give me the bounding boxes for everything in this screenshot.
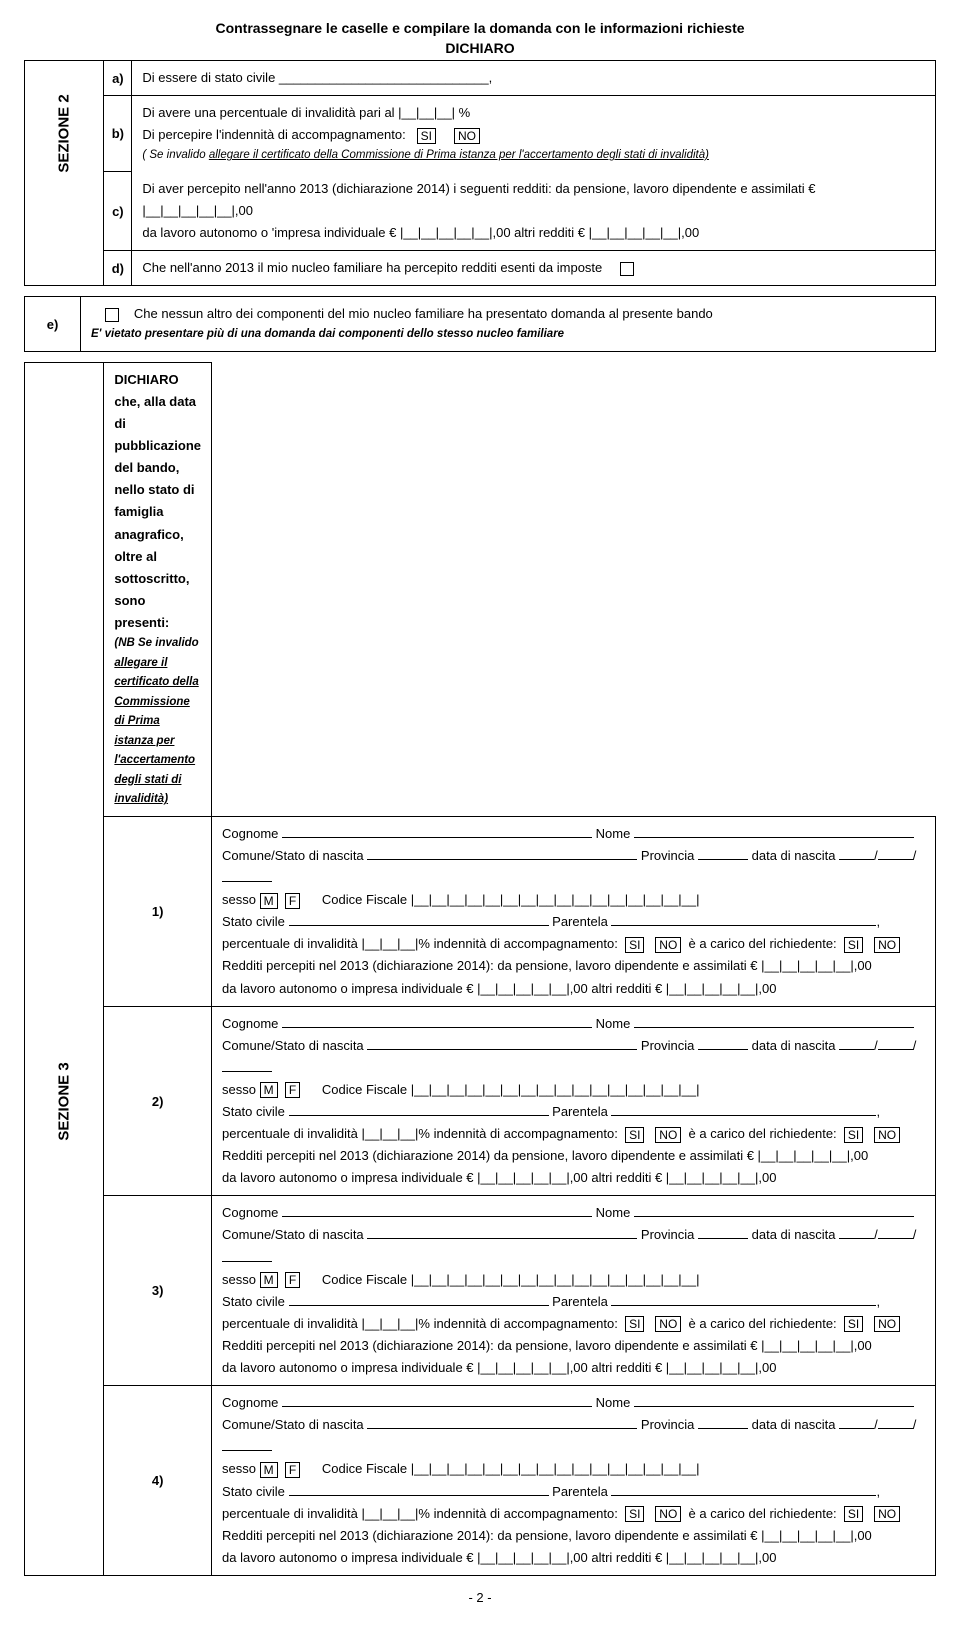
- m1-car-si[interactable]: SI: [844, 937, 863, 953]
- section-2-label: SEZIONE 2: [25, 96, 104, 172]
- member-4-content: Cognome Nome Comune/Stato di nascita Pro…: [212, 1386, 936, 1576]
- b-no-box[interactable]: NO: [454, 128, 480, 144]
- m4-car-si[interactable]: SI: [844, 1506, 863, 1522]
- m2-f[interactable]: F: [285, 1082, 300, 1098]
- section-3-table: DICHIARO che, alla data di pubblicazione…: [24, 362, 936, 1576]
- row-e-letter: e): [25, 297, 81, 352]
- m2-car-no[interactable]: NO: [874, 1127, 900, 1143]
- m2-car-si[interactable]: SI: [844, 1127, 863, 1143]
- d-checkbox[interactable]: [620, 262, 634, 276]
- m2-m[interactable]: M: [260, 1082, 278, 1098]
- m1-acc-no[interactable]: NO: [655, 937, 681, 953]
- row-c-letter: c): [104, 172, 132, 251]
- row-d-letter: d): [104, 251, 132, 286]
- section-3-label-pad1: [25, 362, 104, 816]
- page-number: - 2 -: [24, 1590, 936, 1605]
- section-e-table: e) Che nessun altro dei componenti del m…: [24, 296, 936, 352]
- e-checkbox[interactable]: [105, 308, 119, 322]
- header-declare: DICHIARO: [24, 40, 936, 56]
- section-2-label-mid: [25, 172, 104, 251]
- m3-acc-no[interactable]: NO: [655, 1316, 681, 1332]
- row-c-content: Di aver percepito nell'anno 2013 (dichia…: [132, 172, 936, 251]
- section-3-label-pad4: [25, 1386, 104, 1576]
- member-4-num: 4): [104, 1386, 212, 1576]
- member-3-num: 3): [104, 1196, 212, 1386]
- section-3-label-pad3: [25, 1196, 104, 1386]
- section-3-intro: DICHIARO che, alla data di pubblicazione…: [104, 362, 212, 816]
- row-b-note: ( Se invalido allegare il certificato de…: [142, 146, 925, 166]
- e-text: Che nessun altro dei componenti del mio …: [134, 306, 713, 321]
- m1-car-no[interactable]: NO: [874, 937, 900, 953]
- row-e-content: Che nessun altro dei componenti del mio …: [81, 297, 936, 352]
- row-d-content: Che nell'anno 2013 il mio nucleo familia…: [132, 251, 936, 286]
- m4-f[interactable]: F: [285, 1462, 300, 1478]
- row-b-line2: Di percepire l'indennità di accompagname…: [142, 124, 925, 146]
- m3-car-si[interactable]: SI: [844, 1316, 863, 1332]
- m3-car-no[interactable]: NO: [874, 1316, 900, 1332]
- header-instruction: Contrassegnare le caselle e compilare la…: [24, 20, 936, 36]
- member-3-content: Cognome Nome Comune/Stato di nascita Pro…: [212, 1196, 936, 1386]
- m1-m[interactable]: M: [260, 893, 278, 909]
- m4-acc-si[interactable]: SI: [625, 1506, 644, 1522]
- section-3-intro-note: (NB Se invalido allegare il certificato …: [114, 634, 201, 810]
- row-b-line1: Di avere una percentuale di invalidità p…: [142, 102, 925, 124]
- section-2-table: a) Di essere di stato civile ___________…: [24, 60, 936, 286]
- m2-acc-si[interactable]: SI: [625, 1127, 644, 1143]
- row-c-line2: da lavoro autonomo o 'impresa individual…: [142, 222, 925, 244]
- m3-m[interactable]: M: [260, 1272, 278, 1288]
- member-1-num: 1): [104, 816, 212, 1006]
- row-b-content: Di avere una percentuale di invalidità p…: [132, 96, 936, 172]
- m3-acc-si[interactable]: SI: [625, 1316, 644, 1332]
- m4-m[interactable]: M: [260, 1462, 278, 1478]
- b-si-box[interactable]: SI: [417, 128, 436, 144]
- row-a-letter: a): [104, 61, 132, 96]
- section-2-label-top: [25, 61, 104, 96]
- row-b-letter: b): [104, 96, 132, 172]
- row-a-content: Di essere di stato civile ______________…: [132, 61, 936, 96]
- section-3-label: SEZIONE 3: [25, 1006, 104, 1196]
- member-1-content: Cognome Nome Comune/Stato di nascita Pro…: [212, 816, 936, 1006]
- m4-acc-no[interactable]: NO: [655, 1506, 681, 1522]
- row-c-line1: Di aver percepito nell'anno 2013 (dichia…: [142, 178, 925, 222]
- m1-f[interactable]: F: [285, 893, 300, 909]
- m3-f[interactable]: F: [285, 1272, 300, 1288]
- member-2-content: Cognome Nome Comune/Stato di nascita Pro…: [212, 1006, 936, 1196]
- e-note: E' vietato presentare più di una domanda…: [91, 325, 925, 345]
- section-3-label-pad2: [25, 816, 104, 1006]
- m1-acc-si[interactable]: SI: [625, 937, 644, 953]
- member-2-num: 2): [104, 1006, 212, 1196]
- m2-acc-no[interactable]: NO: [655, 1127, 681, 1143]
- m4-car-no[interactable]: NO: [874, 1506, 900, 1522]
- section-2-label-bot: [25, 251, 104, 286]
